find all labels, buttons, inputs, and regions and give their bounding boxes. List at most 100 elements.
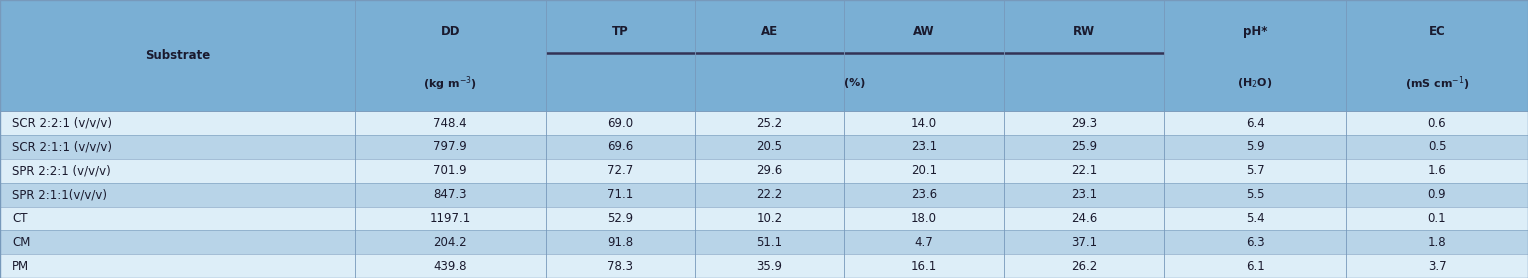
Bar: [843, 230, 1004, 254]
Bar: [695, 207, 843, 230]
Bar: [1164, 207, 1346, 230]
Text: (kg m$^{-3}$): (kg m$^{-3}$): [423, 74, 477, 93]
Bar: [545, 230, 695, 254]
Bar: [545, 254, 695, 278]
Bar: [1346, 159, 1528, 183]
Text: RW: RW: [1073, 25, 1096, 38]
Text: 69.0: 69.0: [607, 116, 634, 130]
Bar: [695, 0, 843, 111]
Bar: [1004, 183, 1164, 207]
Bar: [354, 135, 545, 159]
Bar: [1004, 135, 1164, 159]
Text: Substrate: Substrate: [145, 49, 209, 62]
Text: 72.7: 72.7: [607, 164, 634, 177]
Text: 20.1: 20.1: [911, 164, 937, 177]
Text: SCR 2:2:1 (v/v/v): SCR 2:2:1 (v/v/v): [12, 116, 112, 130]
Text: 22.2: 22.2: [756, 188, 782, 201]
Bar: [354, 230, 545, 254]
Text: 6.3: 6.3: [1245, 236, 1265, 249]
Text: (H$_2$O): (H$_2$O): [1238, 76, 1273, 90]
Bar: [843, 254, 1004, 278]
Text: 23.1: 23.1: [1071, 188, 1097, 201]
Text: SPR 2:1:1(v/v/v): SPR 2:1:1(v/v/v): [12, 188, 107, 201]
Text: 748.4: 748.4: [434, 116, 468, 130]
Text: 4.7: 4.7: [915, 236, 934, 249]
Bar: [1164, 183, 1346, 207]
Text: 25.2: 25.2: [756, 116, 782, 130]
Text: 23.6: 23.6: [911, 188, 937, 201]
Text: 14.0: 14.0: [911, 116, 937, 130]
Text: 6.4: 6.4: [1245, 116, 1265, 130]
Text: (mS cm$^{-1}$): (mS cm$^{-1}$): [1404, 74, 1470, 93]
Bar: [1004, 111, 1164, 135]
Text: SCR 2:1:1 (v/v/v): SCR 2:1:1 (v/v/v): [12, 140, 112, 153]
Bar: [0, 207, 354, 230]
Text: 18.0: 18.0: [911, 212, 937, 225]
Bar: [0, 183, 354, 207]
Text: 701.9: 701.9: [434, 164, 468, 177]
Bar: [695, 135, 843, 159]
Text: 847.3: 847.3: [434, 188, 468, 201]
Bar: [354, 159, 545, 183]
Bar: [0, 159, 354, 183]
Text: 5.9: 5.9: [1245, 140, 1265, 153]
Text: 51.1: 51.1: [756, 236, 782, 249]
Bar: [1004, 0, 1164, 111]
Text: 16.1: 16.1: [911, 260, 937, 273]
Text: 0.6: 0.6: [1427, 116, 1447, 130]
Text: AE: AE: [761, 25, 778, 38]
Bar: [1346, 254, 1528, 278]
Bar: [354, 183, 545, 207]
Text: (%): (%): [845, 78, 866, 88]
Text: 37.1: 37.1: [1071, 236, 1097, 249]
Bar: [354, 254, 545, 278]
Bar: [695, 230, 843, 254]
Bar: [1004, 159, 1164, 183]
Bar: [695, 183, 843, 207]
Bar: [545, 0, 695, 111]
Bar: [354, 111, 545, 135]
Text: 91.8: 91.8: [607, 236, 634, 249]
Text: 22.1: 22.1: [1071, 164, 1097, 177]
Text: 6.1: 6.1: [1245, 260, 1265, 273]
Text: 1197.1: 1197.1: [429, 212, 471, 225]
Bar: [1346, 111, 1528, 135]
Bar: [545, 135, 695, 159]
Text: 5.4: 5.4: [1245, 212, 1265, 225]
Text: 52.9: 52.9: [607, 212, 634, 225]
Bar: [0, 135, 354, 159]
Bar: [843, 135, 1004, 159]
Text: 20.5: 20.5: [756, 140, 782, 153]
Text: CM: CM: [12, 236, 31, 249]
Text: 29.3: 29.3: [1071, 116, 1097, 130]
Text: SPR 2:2:1 (v/v/v): SPR 2:2:1 (v/v/v): [12, 164, 112, 177]
Text: 1.6: 1.6: [1427, 164, 1447, 177]
Bar: [1346, 183, 1528, 207]
Bar: [843, 159, 1004, 183]
Bar: [545, 183, 695, 207]
Bar: [545, 111, 695, 135]
Text: 0.9: 0.9: [1427, 188, 1447, 201]
Text: EC: EC: [1429, 25, 1445, 38]
Bar: [545, 207, 695, 230]
Text: 204.2: 204.2: [434, 236, 468, 249]
Bar: [1346, 0, 1528, 111]
Text: 0.1: 0.1: [1427, 212, 1447, 225]
Text: 797.9: 797.9: [434, 140, 468, 153]
Text: 35.9: 35.9: [756, 260, 782, 273]
Bar: [1164, 159, 1346, 183]
Text: 24.6: 24.6: [1071, 212, 1097, 225]
Bar: [843, 207, 1004, 230]
Text: 78.3: 78.3: [607, 260, 633, 273]
Text: 26.2: 26.2: [1071, 260, 1097, 273]
Bar: [1164, 230, 1346, 254]
Bar: [1004, 254, 1164, 278]
Bar: [0, 0, 354, 111]
Bar: [1164, 0, 1346, 111]
Text: AW: AW: [914, 25, 935, 38]
Bar: [354, 207, 545, 230]
Bar: [695, 254, 843, 278]
Text: 3.7: 3.7: [1427, 260, 1447, 273]
Bar: [1346, 207, 1528, 230]
Bar: [843, 0, 1004, 111]
